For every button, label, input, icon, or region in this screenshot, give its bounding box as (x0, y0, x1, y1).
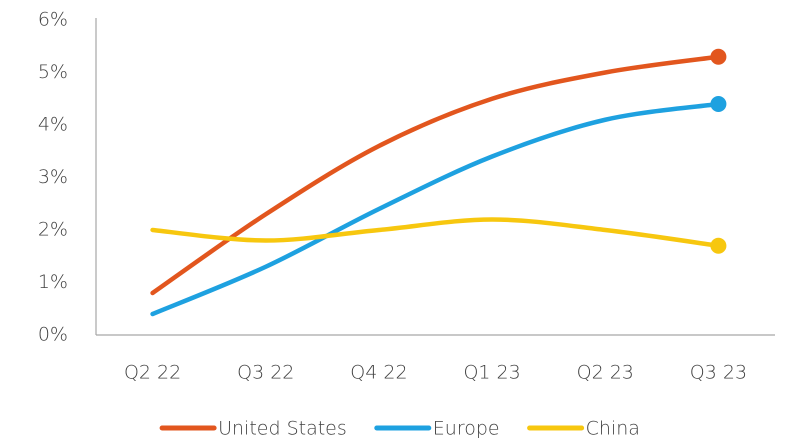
x-tick-label: Q1 23 (463, 362, 520, 384)
x-tick-label: Q2 23 (577, 362, 634, 384)
end-marker (710, 237, 727, 254)
y-tick-label: 4% (38, 114, 68, 136)
x-tick-label: Q3 23 (690, 362, 747, 384)
y-tick-label: 6% (38, 9, 68, 31)
series-line (150, 54, 721, 296)
y-tick-label: 2% (38, 219, 68, 241)
series-line (150, 101, 721, 317)
legend-label: United States (218, 418, 347, 440)
legend-label: China (586, 418, 640, 440)
y-tick-label: 3% (38, 166, 68, 188)
y-tick-label: 1% (38, 271, 68, 293)
x-tick-label: Q2 22 (124, 362, 181, 384)
series-line (150, 217, 721, 248)
legend-label: Europe (433, 418, 500, 440)
y-tick-label: 5% (38, 61, 68, 83)
y-tick-label: 0% (38, 324, 68, 346)
x-tick-label: Q4 22 (350, 362, 407, 384)
end-marker (710, 48, 727, 65)
x-tick-label: Q3 22 (237, 362, 294, 384)
end-marker (710, 96, 727, 112)
